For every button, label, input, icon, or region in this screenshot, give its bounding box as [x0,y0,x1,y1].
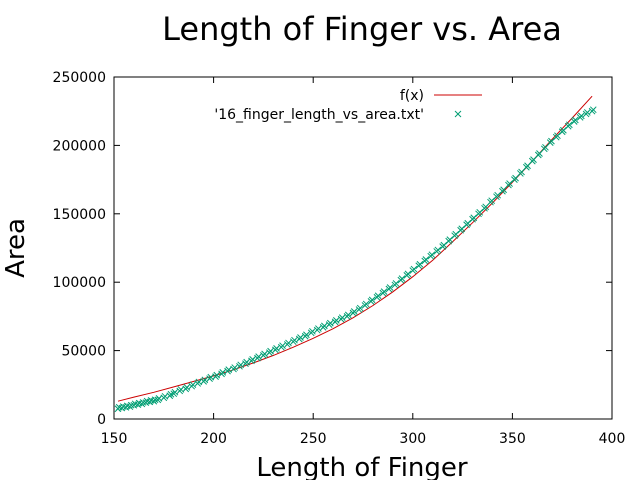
legend: f(x) '16_finger_length_vs_area.txt' [214,88,482,123]
plot-area [113,76,613,420]
data-point [560,126,567,134]
data-point [273,345,280,352]
x-tick-label: 150 [101,431,128,447]
data-point [249,356,257,363]
data-point [171,388,179,396]
data-point [548,137,555,145]
data-point [285,339,292,347]
data-point [494,191,502,199]
x-tick-label: 200 [200,431,227,447]
x-tick-label: 300 [399,431,426,447]
data-point [139,399,147,406]
data-point [464,219,472,227]
data-point [488,197,496,205]
data-point [326,319,334,327]
y-tick-label: 100000 [53,275,106,291]
data-point [589,106,597,114]
data-point [422,256,430,263]
data-point [362,300,370,308]
data-point [452,230,460,238]
data-point [350,308,358,315]
data-point [386,284,394,291]
data-point [577,112,585,120]
data-point [571,116,579,124]
series-layer [114,95,597,413]
data-point [267,347,274,355]
chart-title: Length of Finger vs. Area [162,10,562,48]
data-point [446,236,454,244]
data-point [470,214,478,222]
data-point [416,260,424,268]
data-point [321,322,328,330]
data-point [368,296,376,304]
data-point [434,246,442,254]
data-point [440,241,448,249]
data-point [458,225,466,233]
x-tick-label: 350 [499,431,526,447]
y-tick-label: 0 [97,412,106,428]
data-point [213,371,221,379]
data-point [554,132,561,140]
data-point [309,327,316,335]
data-point [183,384,191,391]
fit-curve-line [117,95,593,402]
data-point [566,121,573,129]
x-axis: 150 200 250 300 350 400 [101,77,626,447]
data-point [356,304,364,312]
data-point [231,364,239,371]
data-point [201,376,209,384]
data-point [428,251,436,259]
y-tick-label: 50000 [61,344,106,360]
x-tick-label: 250 [300,431,327,447]
data-point [332,317,340,324]
x-tick-label: 400 [599,431,626,447]
data-point [237,361,245,369]
legend-marker-x [454,110,462,118]
data-point [476,208,484,216]
data-point [255,353,262,360]
y-tick-label: 150000 [53,207,106,223]
data-point [506,180,513,187]
data-point [398,275,406,283]
data-point [303,331,310,339]
data-point [151,396,159,404]
data-point [410,265,418,273]
data-point [291,336,298,344]
data-point [243,358,251,366]
data-point [583,109,591,116]
data-point [380,288,388,295]
data-point [297,334,304,341]
data-point [189,381,197,389]
data-point [374,292,382,300]
data-point [404,270,412,278]
data-point [279,342,286,350]
y-tick-label: 200000 [53,138,106,154]
data-point [344,311,352,319]
legend-label-fx: f(x) [400,88,424,104]
data-point [261,350,268,358]
data-point [219,369,227,376]
y-tick-label: 250000 [53,70,106,86]
y-axis-title: Area [1,218,31,278]
data-point [127,401,135,409]
data-point [338,314,346,321]
x-axis-title: Length of Finger [256,453,468,480]
y-axis: 0 50000 100000 150000 200000 250000 [53,70,612,428]
data-point [315,325,322,332]
data-point [392,280,400,287]
legend-swatch-data [454,110,462,118]
legend-label-data: '16_finger_length_vs_area.txt' [214,107,424,123]
